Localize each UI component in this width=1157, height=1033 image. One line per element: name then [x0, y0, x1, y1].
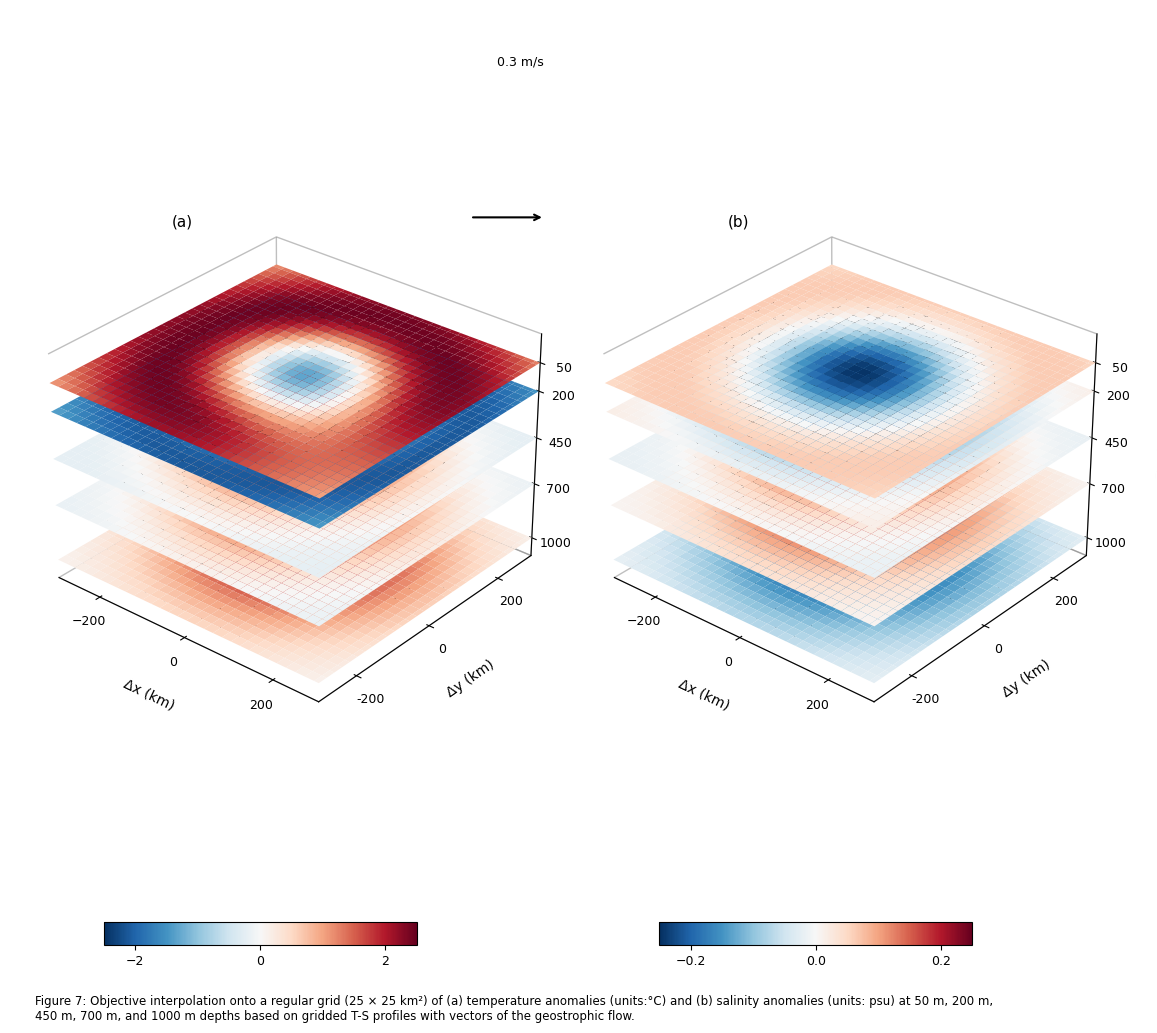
Y-axis label: Δy (km): Δy (km) [444, 657, 498, 700]
Text: Figure 7: Objective interpolation onto a regular grid (25 × 25 km²) of (a) tempe: Figure 7: Objective interpolation onto a… [35, 995, 993, 1023]
Text: (b): (b) [728, 215, 749, 229]
X-axis label: Δx (km): Δx (km) [121, 677, 177, 713]
X-axis label: Δx (km): Δx (km) [677, 677, 732, 713]
Text: (a): (a) [172, 215, 193, 229]
Y-axis label: Δy (km): Δy (km) [1000, 657, 1053, 700]
Text: 0.3 m/s: 0.3 m/s [498, 56, 544, 68]
